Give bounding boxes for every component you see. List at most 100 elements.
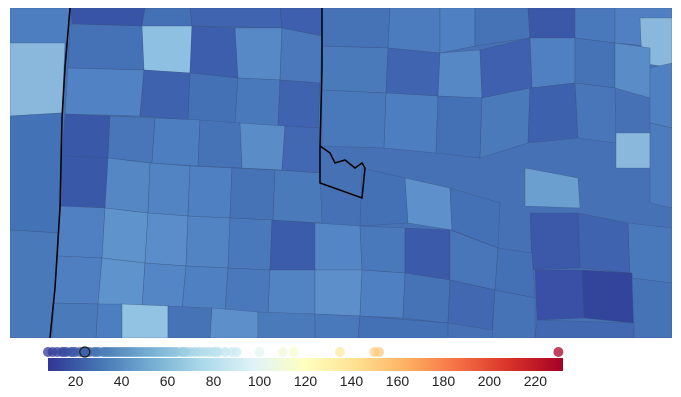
county-region[interactable]: [404, 227, 451, 281]
county-region[interactable]: [64, 67, 145, 117]
county-region[interactable]: [187, 72, 239, 124]
county-region[interactable]: [527, 8, 576, 39]
county-region[interactable]: [383, 92, 439, 154]
county-region[interactable]: [227, 217, 273, 271]
choropleth-map[interactable]: [10, 8, 672, 338]
county-region[interactable]: [272, 169, 323, 224]
county-region[interactable]: [10, 8, 71, 44]
county-region[interactable]: [189, 8, 283, 29]
county-region[interactable]: [10, 229, 61, 338]
county-region[interactable]: [269, 219, 316, 271]
county-region[interactable]: [267, 269, 316, 315]
county-region[interactable]: [529, 37, 576, 89]
county-region[interactable]: [121, 303, 169, 338]
county-region[interactable]: [57, 205, 106, 259]
county-region[interactable]: [314, 222, 363, 271]
county-region[interactable]: [524, 167, 581, 209]
county-region[interactable]: [209, 307, 259, 338]
county-region[interactable]: [10, 112, 63, 234]
county-region[interactable]: [257, 311, 316, 338]
county-region[interactable]: [101, 207, 149, 264]
county-region[interactable]: [139, 69, 191, 121]
county-region[interactable]: [95, 303, 123, 338]
legend-value-dot: [334, 347, 345, 357]
county-region[interactable]: [97, 257, 146, 309]
county-region[interactable]: [314, 313, 361, 338]
county-region[interactable]: [581, 269, 635, 324]
county-region[interactable]: [529, 212, 581, 271]
county-region[interactable]: [534, 269, 585, 321]
state-border-west: [49, 8, 71, 338]
county-region[interactable]: [185, 215, 231, 269]
county-region[interactable]: [614, 42, 651, 99]
county-region[interactable]: [187, 165, 233, 219]
county-region[interactable]: [181, 265, 229, 314]
map-canvas[interactable]: [10, 8, 672, 338]
county-region[interactable]: [197, 119, 243, 169]
state-border-river: [319, 145, 366, 200]
county-region[interactable]: [321, 8, 391, 49]
county-region[interactable]: [234, 27, 283, 81]
legend-value-dot: [277, 347, 288, 357]
county-region[interactable]: [67, 23, 145, 71]
county-region[interactable]: [189, 25, 239, 79]
county-region[interactable]: [321, 89, 387, 149]
county-region[interactable]: [402, 272, 451, 324]
county-region[interactable]: [385, 47, 441, 97]
county-region[interactable]: [229, 167, 276, 221]
county-region[interactable]: [387, 8, 441, 54]
county-region[interactable]: [141, 262, 187, 311]
county-region[interactable]: [357, 315, 449, 338]
county-regions[interactable]: [10, 8, 672, 338]
county-region[interactable]: [321, 45, 389, 94]
county-region[interactable]: [527, 82, 579, 144]
county-region[interactable]: [104, 157, 151, 214]
county-region[interactable]: [107, 115, 156, 164]
county-region[interactable]: [167, 305, 213, 338]
county-region[interactable]: [574, 82, 617, 144]
county-region[interactable]: [239, 122, 286, 171]
county-region[interactable]: [479, 87, 531, 159]
legend-tick-label: 60: [160, 373, 176, 389]
county-region[interactable]: [437, 49, 483, 99]
county-region[interactable]: [279, 27, 323, 84]
county-region[interactable]: [447, 279, 496, 331]
county-region[interactable]: [234, 77, 281, 127]
county-region[interactable]: [359, 269, 406, 319]
county-region[interactable]: [59, 155, 109, 209]
legend-value-dot: [553, 347, 564, 357]
county-region[interactable]: [141, 8, 193, 27]
county-region[interactable]: [534, 319, 635, 338]
county-region[interactable]: [435, 95, 483, 159]
county-region[interactable]: [615, 132, 651, 169]
county-region[interactable]: [404, 177, 453, 231]
county-region[interactable]: [439, 8, 476, 54]
county-region[interactable]: [649, 122, 672, 209]
legend-value-dot: [374, 347, 385, 357]
county-region[interactable]: [144, 212, 189, 267]
county-region[interactable]: [574, 37, 616, 89]
county-region[interactable]: [574, 8, 616, 44]
legend-highlight-dot: [79, 346, 91, 358]
county-region[interactable]: [631, 277, 672, 338]
county-region[interactable]: [147, 162, 191, 217]
county-region[interactable]: [151, 117, 201, 167]
county-region[interactable]: [281, 125, 321, 174]
legend-tick-label: 80: [206, 373, 222, 389]
county-region[interactable]: [627, 222, 672, 284]
county-region[interactable]: [51, 302, 99, 338]
county-region[interactable]: [314, 269, 363, 317]
county-region[interactable]: [61, 113, 111, 159]
legend-value-dot: [254, 347, 265, 357]
county-region[interactable]: [359, 225, 406, 274]
county-region[interactable]: [649, 62, 672, 129]
county-region[interactable]: [141, 25, 193, 74]
county-region[interactable]: [69, 8, 146, 27]
county-region[interactable]: [359, 167, 409, 227]
county-region[interactable]: [491, 289, 536, 338]
county-region[interactable]: [277, 79, 321, 129]
county-region[interactable]: [53, 255, 103, 305]
county-region[interactable]: [577, 212, 631, 274]
county-region[interactable]: [494, 247, 536, 299]
county-region[interactable]: [224, 267, 271, 315]
